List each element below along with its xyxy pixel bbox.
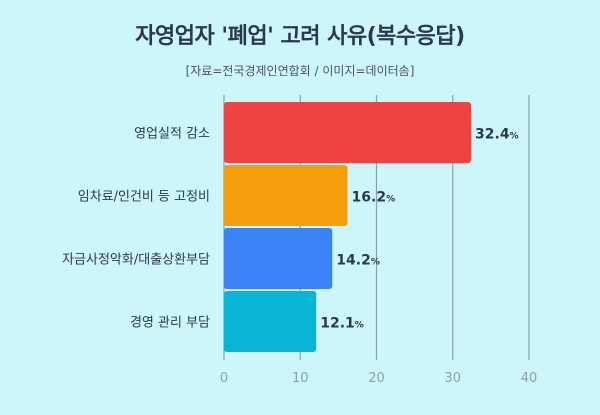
value-unit: % — [510, 132, 519, 142]
x-tick-label: 20 — [368, 371, 385, 386]
bars — [224, 102, 472, 352]
value-label: 16.2% — [352, 190, 396, 206]
x-tick-label: 10 — [292, 371, 309, 386]
x-tick-label: 40 — [521, 371, 538, 386]
x-tick-label: 0 — [220, 371, 228, 386]
labels: 0 10 20 30 40 영업실적 감소 32.4% 임차료/인건비 등 고정비 16.2% 자… — [62, 127, 537, 387]
category-label: 영업실적 감소 — [134, 127, 210, 142]
bar — [224, 165, 348, 226]
value-unit: % — [355, 321, 364, 331]
value-label: 12.1% — [320, 316, 364, 332]
bar — [224, 102, 472, 163]
category-label: 경영 관리 부담 — [130, 316, 210, 331]
value-unit: % — [386, 195, 395, 205]
category-label: 임차료/인건비 등 고정비 — [78, 190, 210, 205]
chart-source: [자료=전국경제인연합회 / 이미지=데이터솜] — [185, 64, 415, 78]
value-label: 14.2% — [336, 253, 380, 269]
x-tick-label: 30 — [444, 371, 461, 386]
bar — [224, 291, 317, 352]
value-label: 32.4% — [475, 127, 519, 143]
chart-title: 자영업자 '폐업' 고려 사유(복수응답) — [135, 24, 465, 49]
bar — [224, 228, 333, 289]
category-label: 자금사정악화/대출상환부담 — [62, 253, 210, 268]
value-unit: % — [371, 258, 380, 268]
